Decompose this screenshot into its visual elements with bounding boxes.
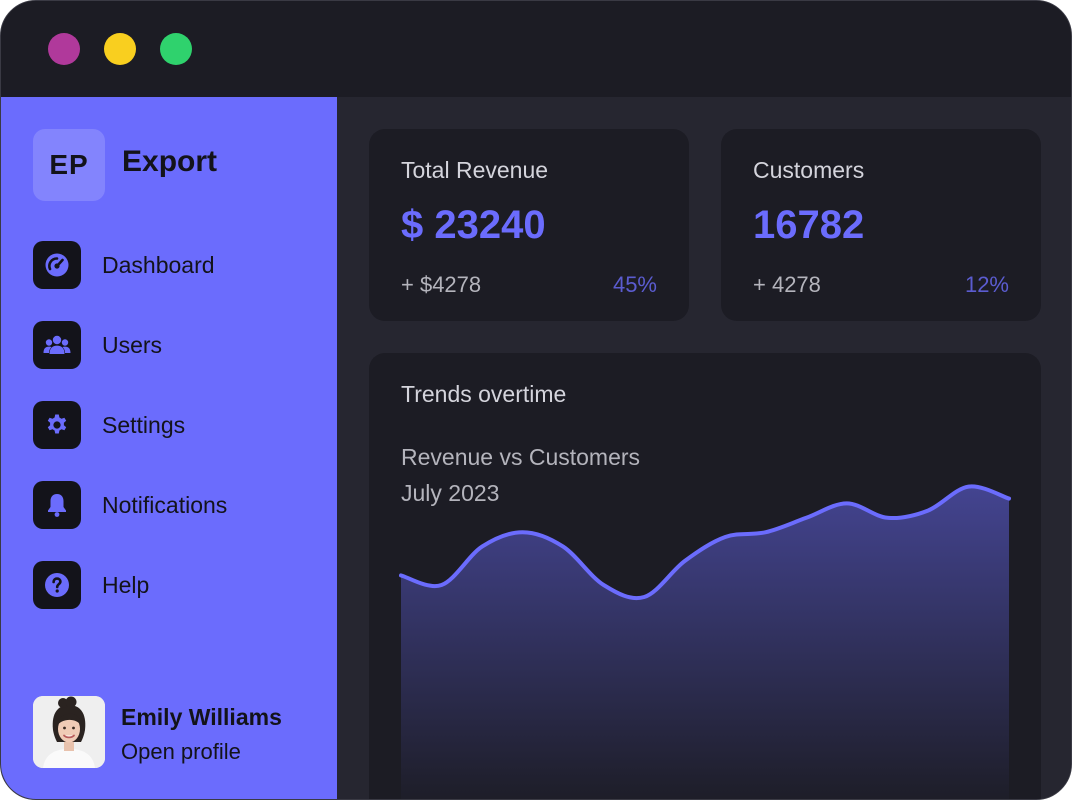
customers-delta: + 4278 <box>753 272 821 297</box>
sidebar-item-label: Help <box>102 571 150 598</box>
gear-icon <box>33 401 81 449</box>
question-icon <box>33 561 81 609</box>
revenue-card: Total Revenue $ 23240 + $4278 45% <box>369 129 689 321</box>
profile-name: Emily Williams <box>121 704 282 730</box>
sidebar: EP Export Dashboard <box>1 97 337 799</box>
sidebar-item-dashboard[interactable]: Dashboard <box>33 241 313 289</box>
trend-chart <box>399 484 1011 799</box>
chart-subtitle: Revenue vs Customers July 2023 <box>401 439 640 511</box>
bell-icon <box>33 481 81 529</box>
sidebar-item-settings[interactable]: Settings <box>33 401 313 449</box>
chart-period: July 2023 <box>401 480 500 506</box>
sidebar-item-label: Notifications <box>102 491 228 518</box>
trend-area <box>401 486 1009 799</box>
profile-card[interactable]: Emily Williams Open profile <box>33 696 313 770</box>
users-icon <box>33 321 81 369</box>
sidebar-item-label: Dashboard <box>102 251 215 278</box>
trends-card: Trends overtime Revenue vs Customers Jul… <box>369 353 1041 799</box>
trends-title: Trends overtime <box>401 381 567 407</box>
close-window-button[interactable] <box>48 33 80 65</box>
brand-name: Export <box>122 145 218 178</box>
card-title: Total Revenue <box>401 157 549 183</box>
avatar[interactable] <box>33 696 105 768</box>
customers-card: Customers 16782 + 4278 12% <box>721 129 1041 321</box>
main-content: Total Revenue $ 23240 + $4278 45% Custom… <box>337 97 1071 799</box>
sidebar-item-label: Users <box>102 331 163 358</box>
revenue-percent: 45% <box>612 272 657 297</box>
title-bar <box>1 1 1071 97</box>
revenue-delta: + $4278 <box>401 272 482 297</box>
chart-subtitle-text: Revenue vs Customers <box>401 444 641 470</box>
customers-value: 16782 <box>753 203 865 247</box>
card-title: Customers <box>753 157 865 183</box>
minimize-window-button[interactable] <box>104 33 136 65</box>
sidebar-item-notifications[interactable]: Notifications <box>33 481 313 529</box>
revenue-value: $ 23240 <box>401 203 546 247</box>
brand-logo[interactable]: EP <box>33 129 105 201</box>
zoom-window-button[interactable] <box>160 33 192 65</box>
sidebar-item-help[interactable]: Help <box>33 561 313 609</box>
gauge-icon <box>33 241 81 289</box>
sidebar-item-label: Settings <box>102 411 186 438</box>
trend-line <box>399 484 1011 600</box>
customers-percent: 12% <box>964 272 1009 297</box>
open-profile-link[interactable]: Open profile <box>121 739 241 764</box>
sidebar-item-users[interactable]: Users <box>33 321 313 369</box>
